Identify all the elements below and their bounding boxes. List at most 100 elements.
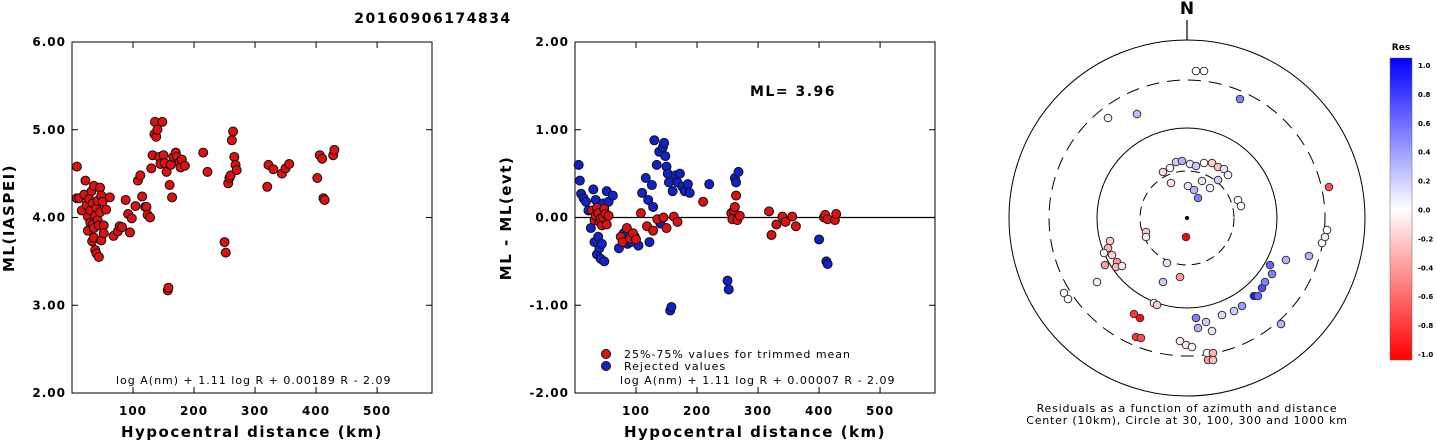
ml-station-point xyxy=(117,222,128,233)
ml-station-point xyxy=(135,170,146,181)
colorbar-tick-label: -0.4 xyxy=(1418,264,1433,272)
station-residual-marker xyxy=(1322,225,1332,235)
station-residual-marker xyxy=(1162,258,1172,268)
p2-xtick-label: 500 xyxy=(866,404,894,418)
legend-rejected-label: Rejected values xyxy=(624,360,726,373)
azimuth-residual-map: N Residuals as a function of azimuth and… xyxy=(1008,0,1366,427)
map-caption-line1: Residuals as a function of azimuth and d… xyxy=(1037,402,1338,415)
ml-station-point xyxy=(71,161,82,172)
rejected-residual-point xyxy=(723,284,734,295)
station-residual-marker xyxy=(1152,300,1162,310)
p2-ytick-label: -1.00 xyxy=(529,298,569,312)
accepted-residual-point xyxy=(631,234,642,245)
ml-station-point xyxy=(157,116,168,127)
outer-circle-1000km xyxy=(1008,39,1366,397)
p2-ytick-label: 2.00 xyxy=(535,35,569,49)
ml-station-point xyxy=(146,163,157,174)
colorbar-gradient xyxy=(1389,57,1413,361)
accepted-residual-point xyxy=(764,206,775,217)
ml-station-point xyxy=(137,191,148,202)
station-residual-marker xyxy=(1199,158,1209,168)
ml-vs-distance-panel: ML(IASPEI) Hypocentral distance (km) log… xyxy=(0,35,433,441)
station-residual-marker xyxy=(1199,66,1209,76)
ml-station-point xyxy=(163,282,174,293)
rejected-residual-point xyxy=(640,173,651,184)
station-residual-marker xyxy=(1237,301,1247,311)
ml-station-point xyxy=(268,164,279,175)
rejected-residual-point xyxy=(646,180,657,191)
station-residual-marker xyxy=(1175,272,1185,282)
station-residual-marker xyxy=(1187,342,1197,352)
ml-station-point xyxy=(329,144,340,155)
colorbar-tick-label: 0.0 xyxy=(1418,207,1431,215)
station-residual-marker xyxy=(1117,261,1127,271)
colorbar-tick-label: 0.6 xyxy=(1418,120,1431,128)
ml-station-point xyxy=(198,147,209,158)
colorbar-tick-label: 1.0 xyxy=(1418,62,1431,70)
station-residual-marker xyxy=(1158,277,1168,287)
station-residual-marker xyxy=(1175,336,1185,346)
station-residual-marker xyxy=(1181,232,1191,242)
station-residual-marker xyxy=(1236,201,1246,211)
station-residual-marker xyxy=(1105,236,1115,246)
station-residual-marker xyxy=(1213,175,1223,185)
accepted-residual-point xyxy=(661,223,672,234)
ml-station-point xyxy=(126,213,137,224)
accepted-residual-point xyxy=(698,196,709,207)
panel2-xlabel: Hypocentral distance (km) xyxy=(624,423,886,441)
station-residual-marker xyxy=(1229,306,1239,316)
accepted-residual-point xyxy=(729,201,740,212)
station-residual-marker xyxy=(1059,288,1069,298)
ml-station-point xyxy=(262,181,273,192)
rejected-residual-point xyxy=(667,186,678,197)
p1-xtick-label: 100 xyxy=(119,404,147,418)
station-residual-marker xyxy=(1208,355,1218,365)
station-residual-marker xyxy=(1193,193,1203,203)
station-residual-marker xyxy=(1324,182,1334,192)
station-residual-marker xyxy=(1207,158,1217,168)
colorbar-tick-label: 0.8 xyxy=(1418,91,1431,99)
circle-100km xyxy=(1096,127,1278,309)
legend-rejected-marker xyxy=(601,361,611,371)
station-residual-marker xyxy=(1099,248,1109,258)
circle-300km xyxy=(1048,79,1326,357)
colorbar-title: Res xyxy=(1392,43,1410,53)
panel1-ylabel: ML(IASPEI) xyxy=(0,164,18,272)
ml-station-point xyxy=(284,158,295,169)
epicenter-dot xyxy=(1185,216,1189,220)
station-residual-marker xyxy=(1183,181,1193,191)
station-residual-marker xyxy=(1158,167,1168,177)
accepted-residual-point xyxy=(766,230,777,241)
station-residual-marker xyxy=(1092,277,1102,287)
ml-station-point xyxy=(93,251,104,262)
rejected-residual-point xyxy=(704,179,715,190)
ml-station-point xyxy=(319,194,330,205)
rejected-residual-point xyxy=(660,151,671,162)
station-residual-marker xyxy=(1166,178,1176,188)
p2-xtick-label: 100 xyxy=(622,404,650,418)
station-residual-marker xyxy=(1219,164,1229,174)
rejected-residual-point xyxy=(596,238,607,249)
ml-station-point xyxy=(124,227,135,238)
station-residual-marker xyxy=(1265,260,1275,270)
circle-30km xyxy=(1139,170,1235,266)
p1-ytick-label: 3.00 xyxy=(32,298,66,312)
rejected-residual-point xyxy=(580,196,591,207)
station-residual-marker xyxy=(1267,269,1277,279)
colorbar-tick-label: -0.6 xyxy=(1418,293,1433,301)
panel2-formula: log A(nm) + 1.11 log R + 0.00007 R - 2.0… xyxy=(620,374,895,387)
rejected-residual-point xyxy=(666,302,677,313)
accepted-residual-point xyxy=(635,208,646,219)
rejected-residual-point xyxy=(722,275,733,286)
colorbar-tick-label: -0.8 xyxy=(1418,322,1433,330)
rejected-residual-point xyxy=(822,259,833,270)
legend-accepted-label: 25%-75% values for trimmed mean xyxy=(624,348,851,361)
rejected-residual-point xyxy=(682,179,693,190)
p2-xtick-label: 300 xyxy=(744,404,772,418)
station-residual-marker xyxy=(1177,156,1187,166)
station-residual-marker xyxy=(1141,232,1151,242)
p1-xtick-label: 200 xyxy=(180,404,208,418)
rejected-residual-point xyxy=(663,177,674,188)
station-residual-marker xyxy=(1260,277,1270,287)
station-residual-marker xyxy=(1201,317,1211,327)
